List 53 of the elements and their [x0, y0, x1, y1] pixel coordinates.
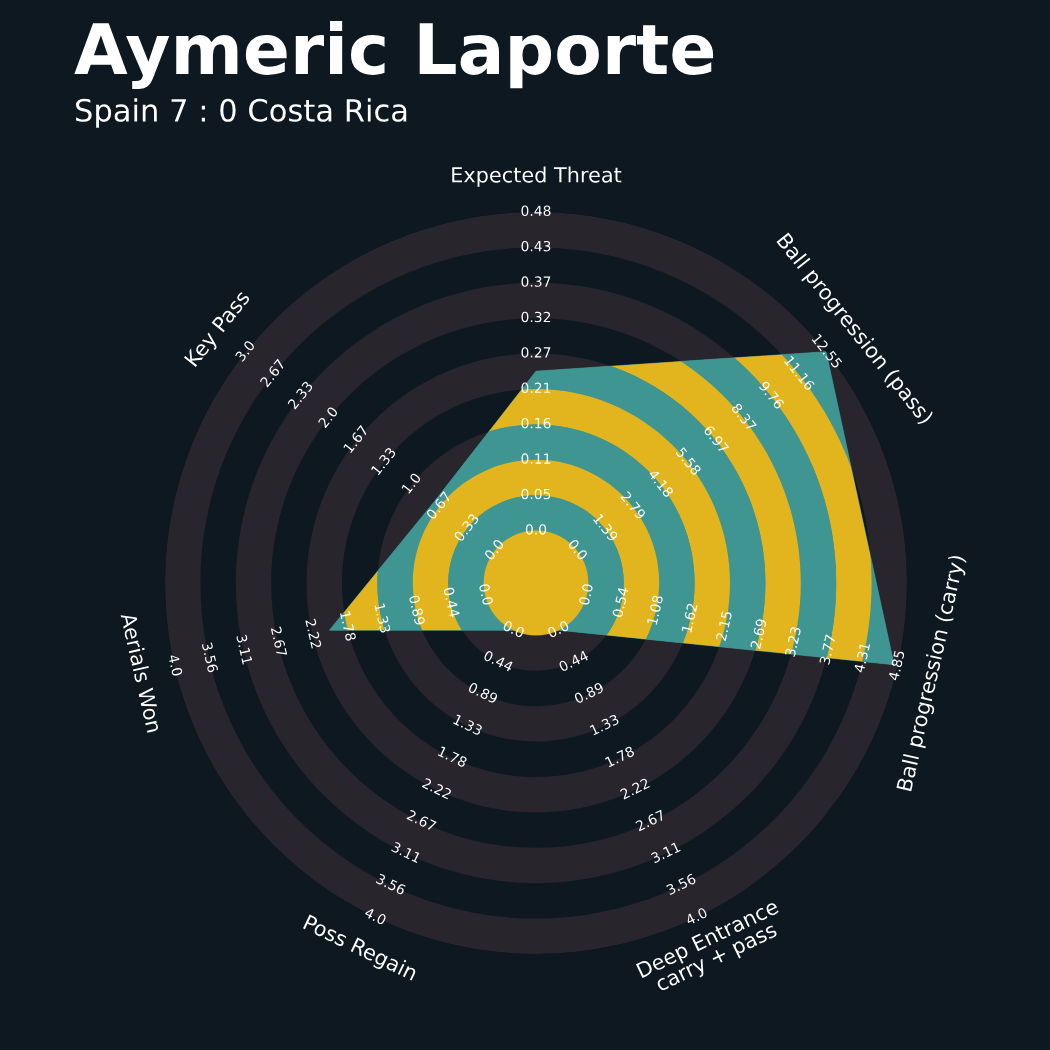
text: 2.15: [715, 610, 733, 642]
text: 3.0: [234, 339, 256, 362]
text: 0.0: [567, 538, 589, 561]
text: 1.78: [604, 745, 635, 768]
text: 2.22: [421, 777, 452, 800]
text: 1.08: [646, 594, 664, 625]
text: 0.44: [443, 586, 460, 618]
text: 2.67: [635, 809, 666, 832]
text: 0.0: [478, 583, 494, 606]
text: 3.23: [784, 626, 802, 657]
text: 0.43: [521, 240, 551, 252]
text: 2.22: [305, 618, 322, 649]
text: 0.54: [612, 586, 629, 618]
text: 2.67: [270, 626, 288, 657]
text: 4.0: [168, 654, 183, 677]
text: 2.67: [406, 809, 437, 832]
text: 2.0: [317, 405, 339, 429]
text: 1.62: [681, 603, 698, 633]
text: 3.77: [819, 634, 836, 665]
text: 0.44: [558, 649, 590, 673]
text: 4.85: [888, 650, 905, 681]
text: 3.11: [650, 841, 681, 864]
text: 0.0: [546, 619, 570, 639]
text: 3.11: [236, 634, 253, 665]
text: 2.69: [750, 618, 767, 650]
text: 0.89: [408, 594, 426, 626]
text: 1.33: [374, 603, 391, 634]
spoke-label: Aerials Won: [120, 611, 163, 733]
text: 4.31: [853, 642, 871, 673]
text: 0.48: [521, 205, 551, 217]
text: 0.0: [502, 619, 526, 639]
text: 3.56: [375, 873, 407, 896]
text: 0.27: [521, 347, 551, 358]
text: 1.78: [339, 611, 357, 642]
text: 3.56: [665, 873, 697, 896]
text: 0.32: [521, 311, 551, 323]
chart-title: Aymeric Laporte: [74, 21, 714, 89]
text: 0.0: [578, 583, 594, 606]
text: 1.0: [401, 472, 422, 495]
text: 4.0: [363, 906, 387, 926]
text: 3.11: [391, 841, 422, 864]
text: 1.78: [437, 745, 468, 768]
text: 2.22: [619, 777, 650, 800]
spoke-label: Expected Threat: [452, 166, 622, 187]
text: 0.89: [573, 681, 605, 704]
text: 0.37: [521, 276, 551, 287]
text: 1.33: [452, 714, 483, 736]
text: 3.56: [201, 642, 219, 673]
chart-subtitle: Spain 7 : 0 Costa Rica: [76, 98, 407, 128]
text: 1.33: [589, 713, 620, 736]
text: 0.0: [483, 538, 505, 561]
text: 0.89: [467, 681, 499, 704]
text: 0.44: [483, 649, 514, 673]
